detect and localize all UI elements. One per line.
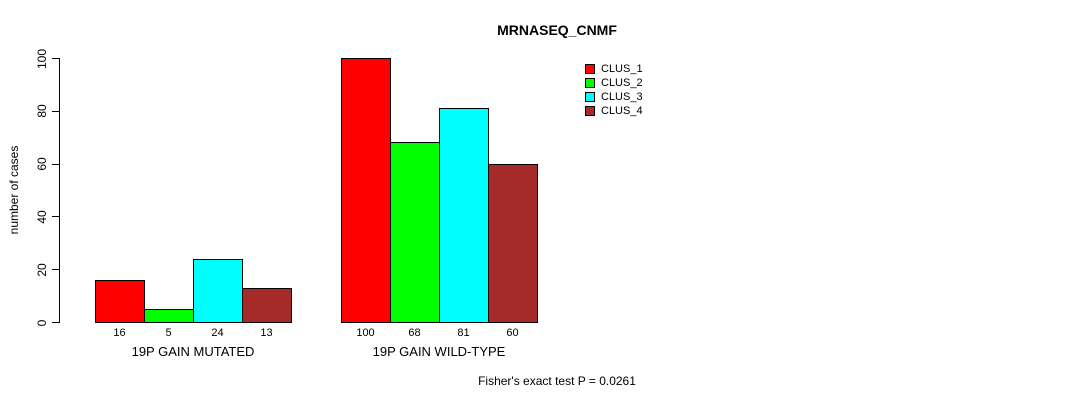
bar-clus_4-group1 [242,287,292,323]
y-axis-line [59,58,60,323]
y-tick-label: 0 [35,319,49,326]
legend-swatch-icon [585,64,595,74]
y-tick-label: 60 [35,157,49,171]
bar-value-label: 13 [260,327,273,339]
legend: CLUS_1 CLUS_2 CLUS_3 CLUS_4 [585,62,643,118]
y-axis-label: number of cases [7,145,21,235]
bar-value-label: 68 [408,327,421,339]
legend-label: CLUS_1 [601,63,643,75]
bar-clus_1-group1 [95,279,145,323]
y-tick-label: 100 [35,48,49,69]
legend-swatch-icon [585,92,595,102]
y-tick-mark [52,322,59,323]
bar-clus_3-group2 [439,108,489,323]
y-tick-label: 40 [35,210,49,224]
y-tick-label: 80 [35,104,49,118]
bar-clus_4-group2 [488,163,538,323]
bar-value-label: 16 [113,327,126,339]
bar-clus_2-group2 [390,142,440,323]
legend-swatch-icon [585,78,595,88]
legend-item-clus_1: CLUS_1 [585,62,643,76]
bar-clus_1-group2 [341,58,391,323]
bar-clus_2-group1 [144,308,194,323]
x-category-label: 19P GAIN WILD-TYPE [372,344,506,359]
y-tick-label: 20 [35,263,49,277]
y-tick-mark [52,216,59,218]
x-category-label: 19P GAIN MUTATED [131,344,255,359]
legend-label: CLUS_2 [601,77,643,89]
y-tick-mark [52,58,59,59]
legend-label: CLUS_4 [601,105,643,117]
y-tick-mark [52,269,59,271]
legend-item-clus_4: CLUS_4 [585,104,643,118]
y-tick-mark [52,110,59,112]
bar-value-label: 5 [165,327,172,339]
bar-value-label: 81 [457,327,470,339]
y-tick-mark [52,163,59,165]
bar-value-label: 100 [356,327,375,339]
bar-value-label: 24 [211,327,224,339]
fisher-test-annotation: Fisher's exact test P = 0.0261 [478,374,636,388]
legend-swatch-icon [585,106,595,116]
chart-title: MRNASEQ_CNMF [497,22,617,38]
legend-item-clus_2: CLUS_2 [585,76,643,90]
legend-item-clus_3: CLUS_3 [585,90,643,104]
bar-value-label: 60 [506,327,519,339]
bar-clus_3-group1 [193,258,243,323]
legend-label: CLUS_3 [601,91,643,103]
